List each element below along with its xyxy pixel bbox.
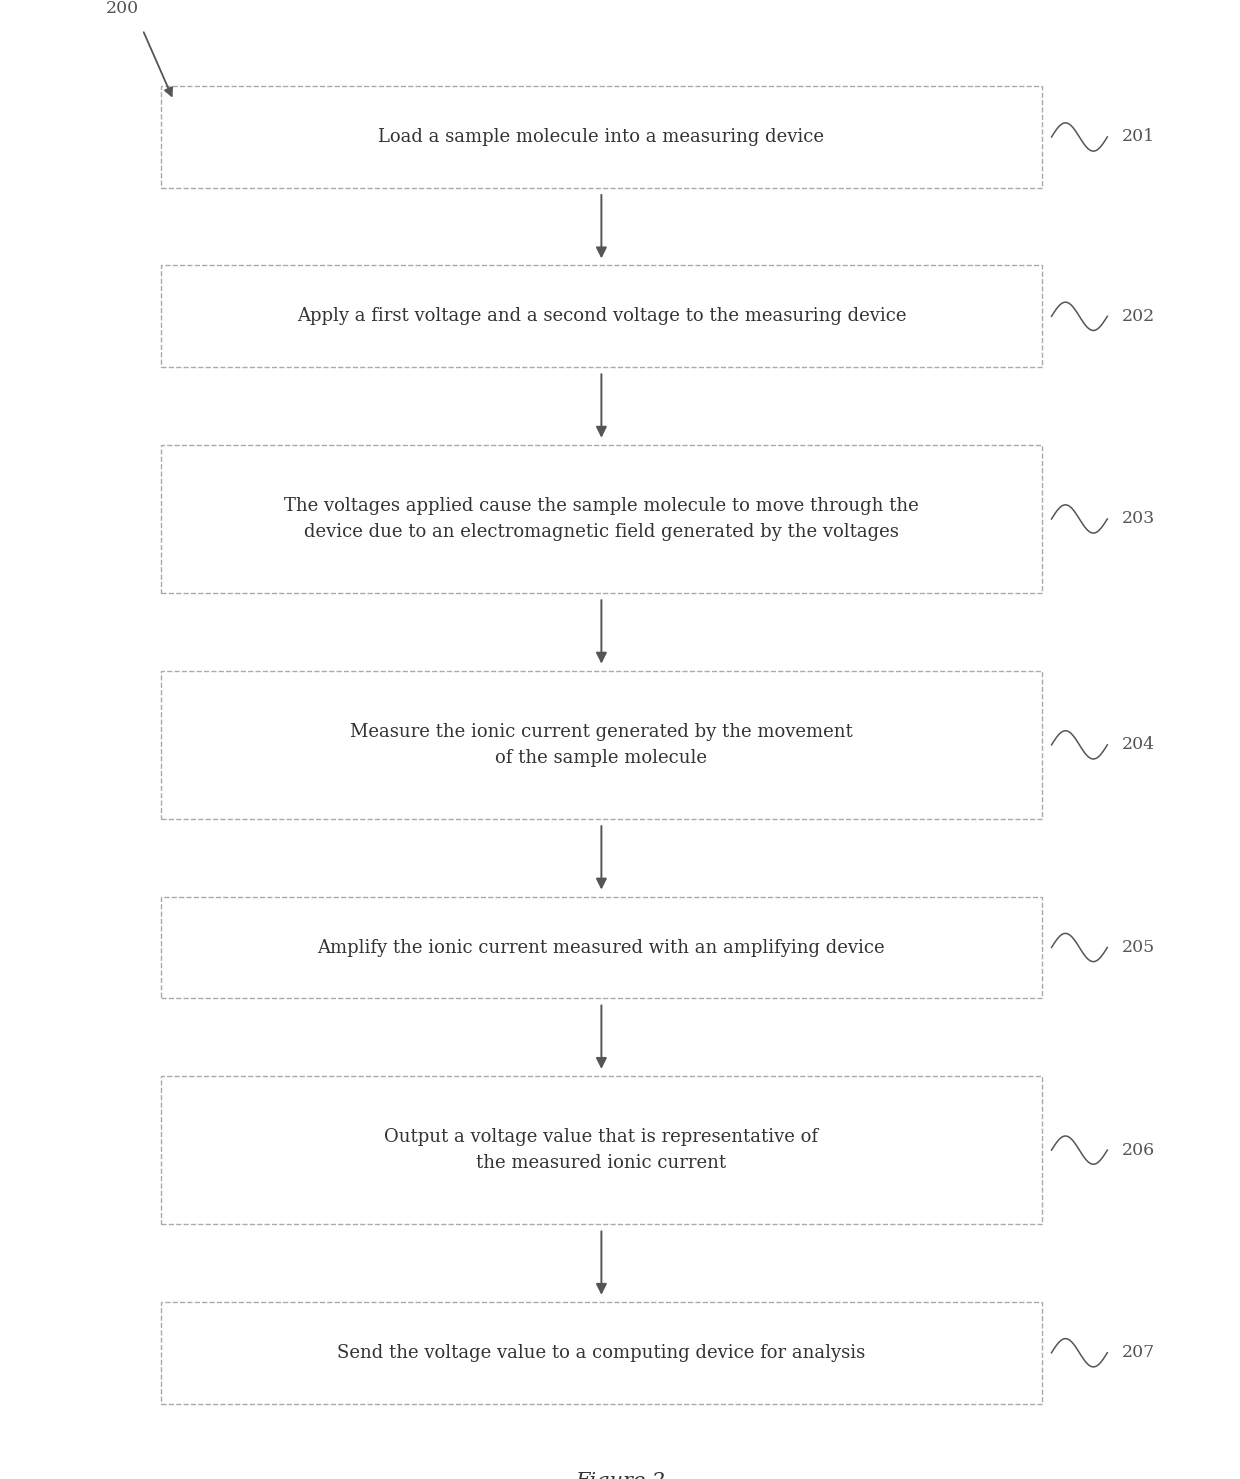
Bar	[161, 445, 1042, 593]
Text: 202: 202	[1122, 308, 1156, 325]
Bar	[161, 86, 1042, 188]
Text: 205: 205	[1122, 939, 1156, 955]
Bar	[161, 671, 1042, 819]
Text: Load a sample molecule into a measuring device: Load a sample molecule into a measuring …	[378, 129, 825, 146]
Text: Amplify the ionic current measured with an amplifying device: Amplify the ionic current measured with …	[317, 939, 885, 957]
Text: Output a voltage value that is representative of
the measured ionic current: Output a voltage value that is represent…	[384, 1128, 818, 1173]
Text: Measure the ionic current generated by the movement
of the sample molecule: Measure the ionic current generated by t…	[350, 723, 853, 768]
Bar	[161, 1077, 1042, 1225]
Text: 200: 200	[105, 0, 139, 16]
Text: 203: 203	[1122, 510, 1156, 528]
Text: 204: 204	[1122, 737, 1156, 753]
Text: 201: 201	[1122, 129, 1156, 145]
Bar	[161, 1302, 1042, 1404]
Bar	[161, 266, 1042, 367]
Text: The voltages applied cause the sample molecule to move through the
device due to: The voltages applied cause the sample mo…	[284, 497, 919, 541]
Text: Figure 2: Figure 2	[575, 1472, 665, 1479]
Bar	[161, 896, 1042, 998]
Text: Apply a first voltage and a second voltage to the measuring device: Apply a first voltage and a second volta…	[296, 308, 906, 325]
Text: Send the voltage value to a computing device for analysis: Send the voltage value to a computing de…	[337, 1344, 866, 1362]
Text: 206: 206	[1122, 1142, 1156, 1158]
Text: 207: 207	[1122, 1344, 1156, 1361]
